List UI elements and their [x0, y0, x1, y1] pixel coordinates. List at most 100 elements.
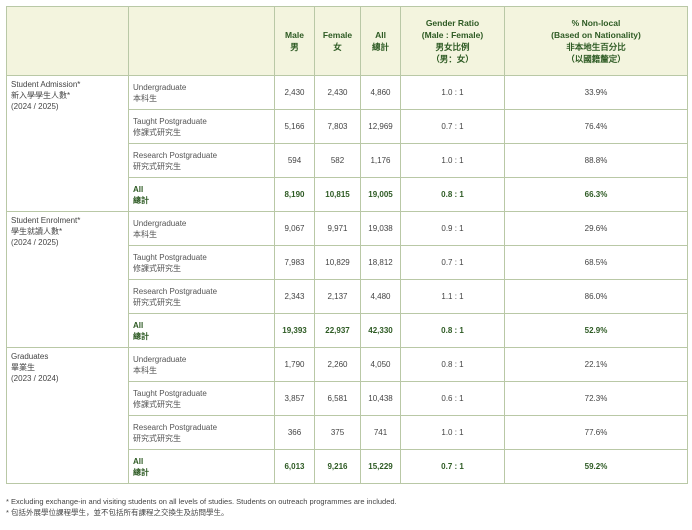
level-cell: Undergraduate 本科生: [128, 211, 275, 246]
female-cell: 2,137: [314, 279, 361, 314]
level-cell: Research Postgraduate 研究式研究生: [128, 279, 275, 314]
all-cell: 741: [360, 415, 401, 450]
ratio-cell: 1.0 : 1: [400, 415, 505, 450]
header-ratio-en2: (Male : Female): [421, 30, 484, 40]
level-cell: Research Postgraduate 研究式研究生: [128, 143, 275, 178]
group-period: (2024 / 2025): [11, 238, 59, 247]
all-cell: 12,969: [360, 109, 401, 144]
level-name: Research Postgraduate: [133, 150, 218, 160]
level-name: Undergraduate: [133, 218, 187, 228]
level-name-zh: 總計: [133, 331, 149, 341]
female-cell: 6,581: [314, 381, 361, 416]
nonlocal-cell: 66.3%: [504, 177, 688, 212]
level-name: Undergraduate: [133, 354, 187, 364]
nonlocal-cell: 88.8%: [504, 143, 688, 178]
group-period: (2023 / 2024): [11, 374, 59, 383]
level-cell: All 總計: [128, 313, 275, 348]
header-non-local: % Non-local (Based on Nationality) 非本地生百分比…: [504, 6, 688, 76]
nonlocal-cell: 68.5%: [504, 245, 688, 280]
nonlocal-cell: 22.1%: [504, 347, 688, 382]
nonlocal-cell: 77.6%: [504, 415, 688, 450]
all-cell: 15,229: [360, 449, 401, 484]
male-cell: 8,190: [274, 177, 315, 212]
ratio-cell: 0.9 : 1: [400, 211, 505, 246]
level-name: Undergraduate: [133, 82, 187, 92]
female-cell: 375: [314, 415, 361, 450]
level-cell: Undergraduate 本科生: [128, 347, 275, 382]
all-cell: 18,812: [360, 245, 401, 280]
footnote-zh: * 包括外展學位課程學生，並不包括所有課程之交換生及訪問學生。: [6, 508, 229, 517]
male-cell: 1,790: [274, 347, 315, 382]
level-cell: All 總計: [128, 177, 275, 212]
group-name: Student Admission*: [11, 80, 81, 89]
nonlocal-cell: 72.3%: [504, 381, 688, 416]
male-cell: 594: [274, 143, 315, 178]
all-cell: 10,438: [360, 381, 401, 416]
ratio-cell: 0.8 : 1: [400, 177, 505, 212]
header-blank-2: [128, 6, 275, 76]
header-male: Male 男: [274, 6, 315, 76]
level-name-zh: 本科生: [133, 229, 157, 239]
table-row: All 總計 8,190 10,815 19,005 0.8 : 1 66.3%: [7, 177, 688, 212]
level-name: Research Postgraduate: [133, 422, 218, 432]
header-female: Female 女: [314, 6, 361, 76]
ratio-cell: 0.7 : 1: [400, 109, 505, 144]
level-cell: Research Postgraduate 研究式研究生: [128, 415, 275, 450]
group-period: (2024 / 2025): [11, 102, 59, 111]
header-ratio-zh2: （男：女）: [431, 54, 474, 64]
header-all-zh: 總計: [371, 42, 389, 52]
header-nonlocal-en1: % Non-local: [571, 18, 621, 28]
all-cell: 19,005: [360, 177, 401, 212]
female-cell: 22,937: [314, 313, 361, 348]
header-all-en: All: [375, 30, 386, 40]
male-cell: 2,343: [274, 279, 315, 314]
female-cell: 10,829: [314, 245, 361, 280]
level-name: All: [133, 456, 144, 466]
group-label: Student Admission* 新入學學生人數* (2024 / 2025): [6, 75, 129, 212]
table-row: Student Admission* 新入學學生人數* (2024 / 2025) U…: [6, 75, 688, 212]
group-name-zh: 畢業生: [11, 363, 35, 372]
nonlocal-cell: 29.6%: [504, 211, 688, 246]
ratio-cell: 0.8 : 1: [400, 347, 505, 382]
header-gender-ratio: Gender Ratio (Male : Female) 男女比例 （男：女）: [400, 6, 505, 76]
level-name-zh: 修課式研究生: [133, 127, 181, 137]
level-name-zh: 總計: [133, 467, 149, 477]
male-cell: 7,983: [274, 245, 315, 280]
ratio-cell: 0.7 : 1: [400, 245, 505, 280]
male-cell: 9,067: [274, 211, 315, 246]
all-cell: 4,050: [360, 347, 401, 382]
header-female-zh: 女: [333, 42, 342, 52]
level-name: All: [133, 184, 144, 194]
level-name-zh: 研究式研究生: [133, 433, 181, 443]
female-cell: 2,430: [314, 75, 361, 110]
female-cell: 582: [314, 143, 361, 178]
nonlocal-cell: 86.0%: [504, 279, 688, 314]
table-row: Taught Postgraduate 修課式研究生 7,983 10,829 18,8…: [7, 245, 688, 280]
header-male-zh: 男: [290, 42, 299, 52]
header-male-en: Male: [285, 30, 304, 40]
level-name: Taught Postgraduate: [133, 252, 207, 262]
level-name: Taught Postgraduate: [133, 388, 207, 398]
level-cell: Taught Postgraduate 修課式研究生: [128, 109, 275, 144]
header-nonlocal-zh1: 非本地生百分比: [566, 42, 626, 52]
header-female-en: Female: [322, 30, 353, 40]
header-ratio-en1: Gender Ratio: [425, 18, 480, 28]
female-cell: 9,971: [314, 211, 361, 246]
level-name: All: [133, 320, 144, 330]
table-row: Student Enrolment* 學生就讀人數* (2024 / 2025) Un…: [6, 211, 688, 348]
male-cell: 2,430: [274, 75, 315, 110]
male-cell: 366: [274, 415, 315, 450]
nonlocal-cell: 59.2%: [504, 449, 688, 484]
group-name-zh: 新入學學生人數*: [11, 91, 71, 100]
level-name-zh: 本科生: [133, 93, 157, 103]
header-row: Male 男 Female 女 All 總計 Gender Ratio (Male : …: [6, 6, 688, 76]
male-cell: 19,393: [274, 313, 315, 348]
group-name: Graduates: [11, 352, 49, 361]
nonlocal-cell: 76.4%: [504, 109, 688, 144]
level-cell: All 總計: [128, 449, 275, 484]
header-nonlocal-zh2: （以國籍釐定）: [566, 54, 626, 64]
level-cell: Taught Postgraduate 修課式研究生: [128, 381, 275, 416]
all-cell: 4,480: [360, 279, 401, 314]
table-body: Student Admission* 新入學學生人數* (2024 / 2025) U…: [6, 75, 688, 484]
